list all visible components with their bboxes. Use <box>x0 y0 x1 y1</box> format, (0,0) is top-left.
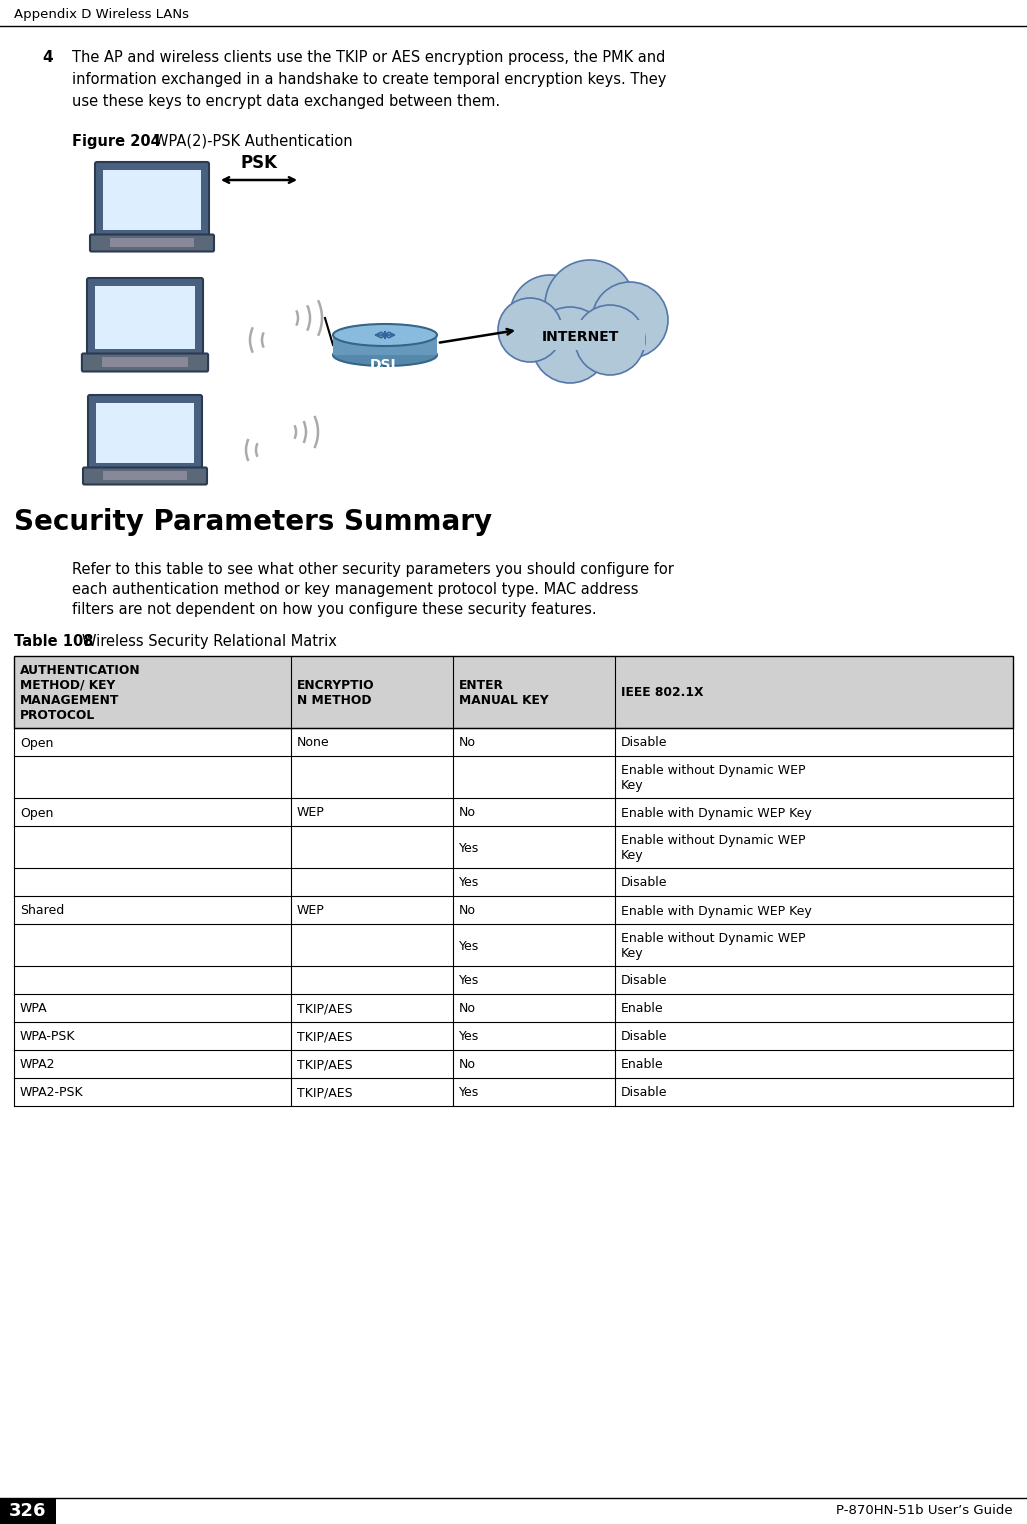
Text: Figure 204: Figure 204 <box>72 134 161 149</box>
Text: Enable: Enable <box>621 1059 663 1071</box>
Circle shape <box>498 299 562 363</box>
Text: Security Parameters Summary: Security Parameters Summary <box>14 507 492 536</box>
Ellipse shape <box>333 325 438 346</box>
Circle shape <box>510 274 589 355</box>
Text: Enable with Dynamic WEP Key: Enable with Dynamic WEP Key <box>621 806 811 820</box>
Text: Enable without Dynamic WEP
Key: Enable without Dynamic WEP Key <box>621 764 805 792</box>
FancyBboxPatch shape <box>90 235 214 251</box>
Text: No: No <box>459 1059 476 1071</box>
Text: No: No <box>459 1003 476 1015</box>
Text: Open: Open <box>20 736 53 750</box>
Circle shape <box>592 282 668 358</box>
Text: Disable: Disable <box>621 1087 668 1099</box>
Bar <box>96 287 195 349</box>
FancyBboxPatch shape <box>87 277 203 357</box>
Text: Open: Open <box>20 806 53 820</box>
Text: Enable: Enable <box>621 1003 663 1015</box>
Text: ENCRYPTIO
N METHOD: ENCRYPTIO N METHOD <box>297 680 375 707</box>
Text: filters are not dependent on how you configure these security features.: filters are not dependent on how you con… <box>72 602 597 617</box>
FancyBboxPatch shape <box>82 354 208 372</box>
Bar <box>525 320 645 351</box>
Bar <box>14 966 1013 994</box>
Text: Disable: Disable <box>621 736 668 750</box>
Text: The AP and wireless clients use the TKIP or AES encryption process, the PMK and: The AP and wireless clients use the TKIP… <box>72 50 665 66</box>
Text: WEP: WEP <box>297 806 325 820</box>
FancyBboxPatch shape <box>96 162 210 238</box>
Bar <box>103 471 187 480</box>
Text: DSL: DSL <box>370 358 401 372</box>
Text: Appendix D Wireless LANs: Appendix D Wireless LANs <box>14 8 189 21</box>
Bar <box>14 869 1013 896</box>
Text: AUTHENTICATION
METHOD/ KEY
MANAGEMENT
PROTOCOL: AUTHENTICATION METHOD/ KEY MANAGEMENT PR… <box>20 664 141 722</box>
Text: ENTER
MANUAL KEY: ENTER MANUAL KEY <box>459 680 548 707</box>
Text: Table 108: Table 108 <box>14 634 93 649</box>
Text: Refer to this table to see what other security parameters you should configure f: Refer to this table to see what other se… <box>72 562 674 578</box>
Bar <box>14 655 1013 728</box>
Text: TKIP/AES: TKIP/AES <box>297 1059 352 1071</box>
Bar <box>14 1077 1013 1106</box>
Bar <box>14 756 1013 799</box>
Text: Yes: Yes <box>459 876 480 890</box>
Text: IEEE 802.1X: IEEE 802.1X <box>621 686 703 700</box>
FancyBboxPatch shape <box>83 468 207 485</box>
Bar <box>14 799 1013 826</box>
Text: TKIP/AES: TKIP/AES <box>297 1087 352 1099</box>
Bar <box>14 994 1013 1023</box>
Text: P-870HN-51b User’s Guide: P-870HN-51b User’s Guide <box>836 1504 1013 1518</box>
Text: Yes: Yes <box>459 939 480 952</box>
Bar <box>14 924 1013 966</box>
Text: Disable: Disable <box>621 1030 668 1044</box>
Circle shape <box>532 306 608 383</box>
Bar <box>110 238 194 247</box>
Text: WPA2-PSK: WPA2-PSK <box>20 1087 83 1099</box>
Text: TKIP/AES: TKIP/AES <box>297 1030 352 1044</box>
Ellipse shape <box>333 344 438 366</box>
Text: Enable without Dynamic WEP
Key: Enable without Dynamic WEP Key <box>621 931 805 960</box>
Bar <box>0 1498 56 1524</box>
Text: Yes: Yes <box>459 1087 480 1099</box>
Text: Disable: Disable <box>621 974 668 988</box>
Text: INTERNET: INTERNET <box>541 331 618 344</box>
Bar <box>102 357 188 367</box>
Text: WPA(2)-PSK Authentication: WPA(2)-PSK Authentication <box>154 134 352 149</box>
Bar <box>14 1023 1013 1050</box>
Text: None: None <box>297 736 330 750</box>
Text: WEP: WEP <box>297 905 325 917</box>
Text: WPA2: WPA2 <box>20 1059 55 1071</box>
Text: Enable with Dynamic WEP Key: Enable with Dynamic WEP Key <box>621 905 811 917</box>
Text: TKIP/AES: TKIP/AES <box>297 1003 352 1015</box>
Text: Wireless Security Relational Matrix: Wireless Security Relational Matrix <box>82 634 337 649</box>
Bar <box>14 728 1013 756</box>
Text: each authentication method or key management protocol type. MAC address: each authentication method or key manage… <box>72 582 639 597</box>
Bar <box>96 402 194 463</box>
Text: Yes: Yes <box>459 1030 480 1044</box>
FancyBboxPatch shape <box>88 395 202 471</box>
Bar <box>103 171 201 230</box>
Text: Shared: Shared <box>20 905 65 917</box>
Text: PSK: PSK <box>240 154 277 172</box>
Text: Yes: Yes <box>459 841 480 855</box>
Text: WPA-PSK: WPA-PSK <box>20 1030 76 1044</box>
Text: use these keys to encrypt data exchanged between them.: use these keys to encrypt data exchanged… <box>72 94 500 110</box>
Text: 4: 4 <box>42 50 52 66</box>
Text: Disable: Disable <box>621 876 668 890</box>
Text: No: No <box>459 806 476 820</box>
Text: Enable without Dynamic WEP
Key: Enable without Dynamic WEP Key <box>621 834 805 863</box>
Text: No: No <box>459 736 476 750</box>
Circle shape <box>545 261 635 351</box>
Text: No: No <box>459 905 476 917</box>
Circle shape <box>575 305 645 375</box>
Bar <box>14 826 1013 869</box>
Text: information exchanged in a handshake to create temporal encryption keys. They: information exchanged in a handshake to … <box>72 72 667 87</box>
Bar <box>333 335 438 355</box>
Text: WPA: WPA <box>20 1003 47 1015</box>
Text: Yes: Yes <box>459 974 480 988</box>
Bar <box>14 1050 1013 1077</box>
Text: 326: 326 <box>9 1503 47 1519</box>
Bar <box>14 896 1013 924</box>
